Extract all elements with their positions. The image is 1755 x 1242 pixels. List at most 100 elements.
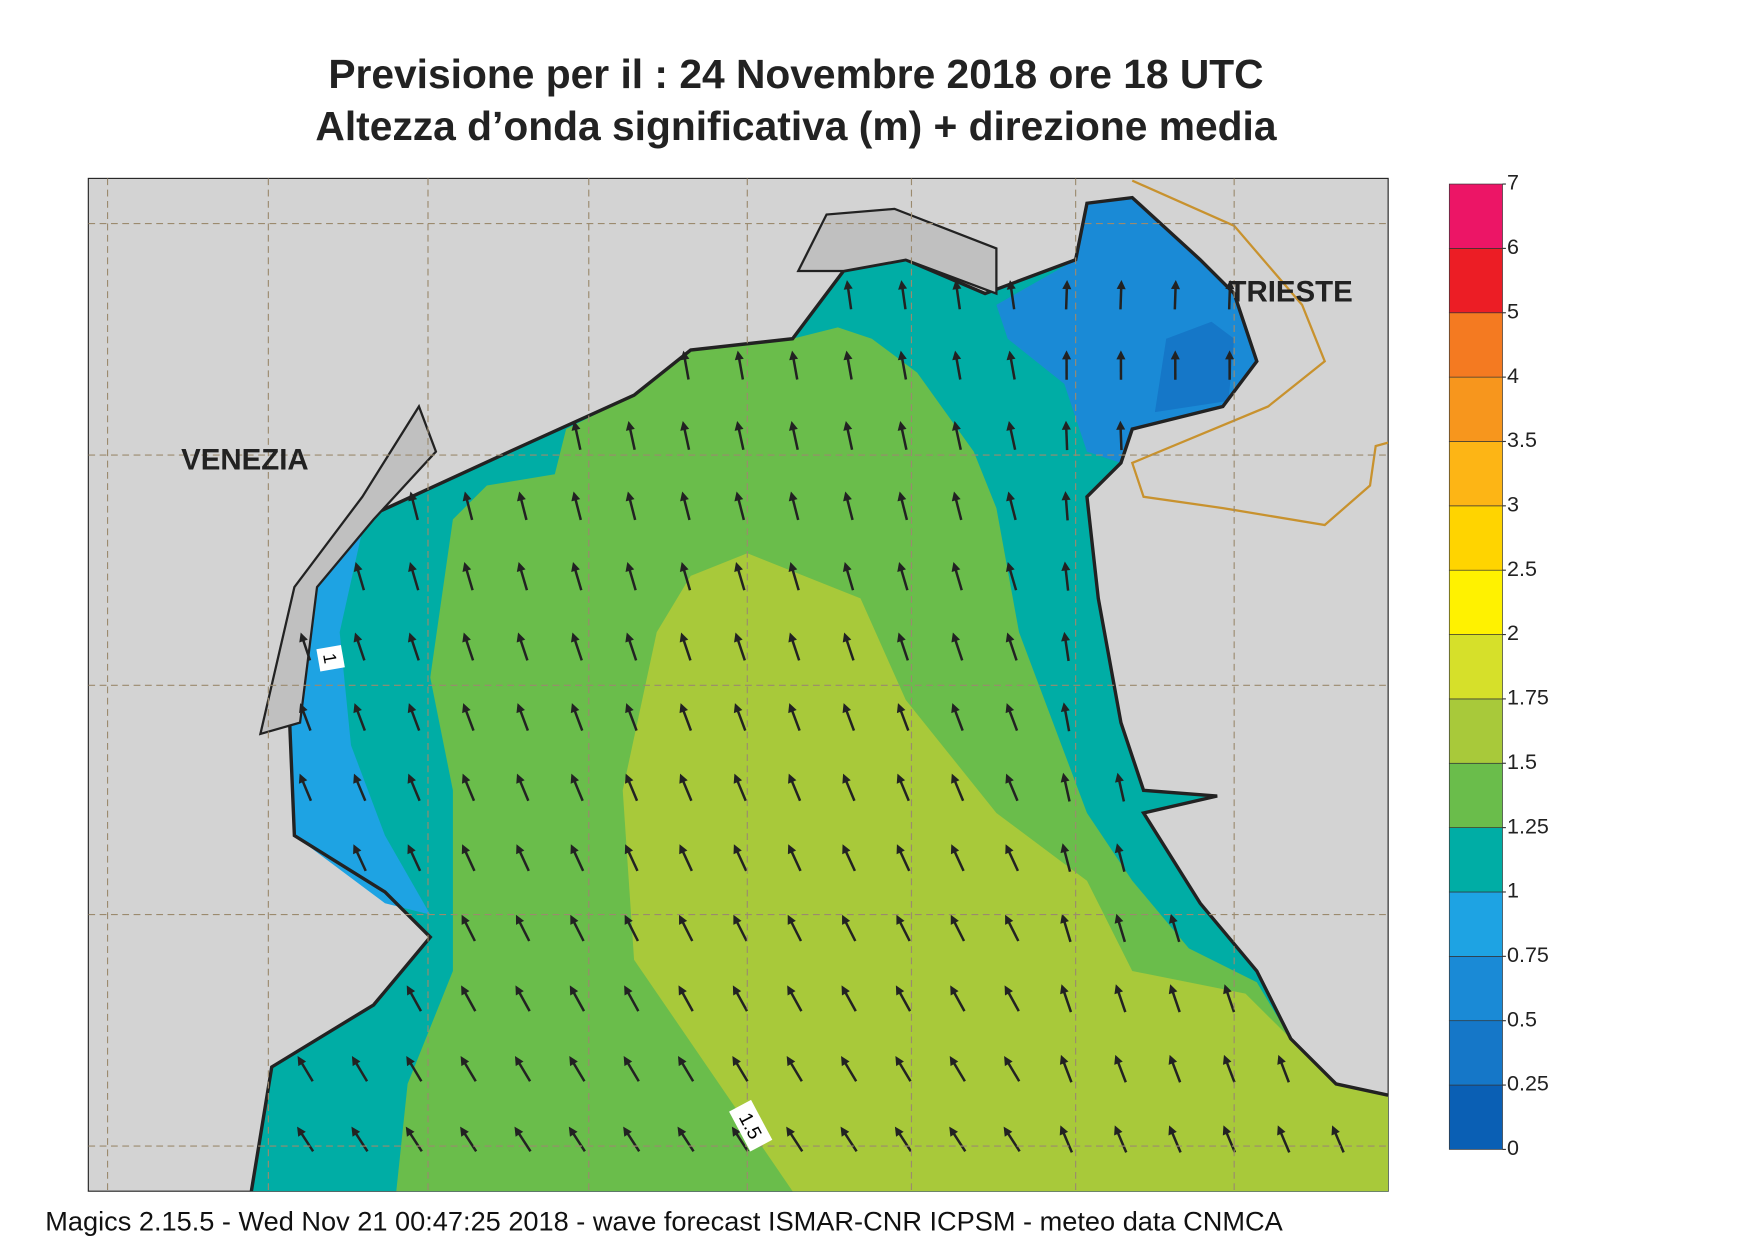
arrow-head [462,703,471,714]
arrow-head [734,632,743,643]
arrow-head [1114,984,1124,995]
arrow [678,985,694,1012]
wave-zone [288,530,431,915]
arrow [1116,350,1126,380]
title-line: Altezza d’onda significativa (m) + direz… [315,103,1276,149]
arrow-head [1225,350,1235,360]
arrow-head [732,1056,741,1067]
arrow-head [297,1056,307,1067]
arrow-head [408,562,417,572]
arrow [951,562,963,591]
arrow [353,773,367,802]
arrow [351,1056,369,1082]
arrow-head [841,985,850,996]
arrow-head [1005,562,1015,572]
arrow-head [678,1056,687,1067]
arrow [786,1056,803,1082]
arrow [679,632,692,661]
arrow-head [1222,1054,1232,1065]
arrow-head [787,914,796,925]
arrow-head [1006,421,1016,431]
arrow [1114,843,1126,872]
arrow-head [299,703,308,714]
arrow-head [788,703,797,714]
arrow [1168,984,1181,1013]
arrow-head [680,350,690,361]
arrow-head [298,773,308,784]
arrow-head [1062,280,1072,290]
arrow [786,1126,804,1152]
arrow-head [894,1126,904,1137]
arrow-head [842,562,852,572]
arrow [897,562,909,591]
arrow [1006,280,1016,310]
arrow-head [896,703,906,714]
arrow [734,491,746,521]
arrow-head [624,914,633,925]
arrow [788,562,800,591]
arrow [571,491,583,521]
arrow-head [1060,772,1070,783]
arrow-head [734,350,744,361]
arrow-head [1277,1054,1286,1065]
arrow-head [1060,913,1069,924]
legend-label: 1 [1507,879,1519,903]
arrow-head [896,844,905,855]
arrow-head [461,844,471,855]
arrow-head [679,562,689,572]
arrow [898,280,908,310]
arrow [570,703,584,732]
arrow-head [786,1126,795,1137]
arrow [407,703,421,732]
arrow [1004,985,1020,1012]
arrow [515,914,531,942]
legend-swatch [1448,1084,1503,1150]
arrow-head [351,1056,361,1067]
arrow-head [843,421,853,431]
arrow [408,562,420,591]
arrow [569,985,586,1012]
arrow-head [677,1126,687,1137]
arrow [952,421,962,451]
arrow [949,1126,967,1152]
arrow-head [1005,844,1014,855]
legend-swatch [1448,569,1503,635]
arrow [787,914,803,942]
arrow [1116,420,1126,451]
arrow-head [1005,773,1014,784]
arrow-head [569,1056,578,1067]
arrow-head [897,350,907,361]
arrow-head [1225,280,1235,290]
arrow-head [407,703,417,714]
arrow-head [568,1126,578,1137]
arrow-head [515,985,524,996]
arrow-head [897,491,907,502]
arrow [951,773,965,802]
arrow [461,985,477,1012]
legend-label: 5 [1507,299,1519,323]
arrow [897,491,909,521]
arrow-head [462,632,471,643]
arrow [950,844,965,872]
arrow [299,703,312,732]
arrow-head [460,1126,469,1137]
arrow-head [788,491,798,502]
arrow-head [898,280,908,290]
arrow-head [952,280,962,290]
arrow-head [571,562,580,572]
arrow [733,844,748,872]
arrow-head [1005,632,1015,643]
arrow-head [951,632,961,643]
arrow [680,350,690,380]
arrow-head [842,914,851,925]
legend-swatch [1448,956,1503,1022]
arrow [1170,280,1181,310]
arrow [517,491,528,521]
arrow-head [625,703,634,714]
arrow [515,985,531,1012]
arrow-head [1005,914,1014,925]
arrow-head [1114,843,1124,854]
arrow [843,350,853,380]
arrow [1062,350,1072,380]
arrow-head [1061,420,1071,430]
